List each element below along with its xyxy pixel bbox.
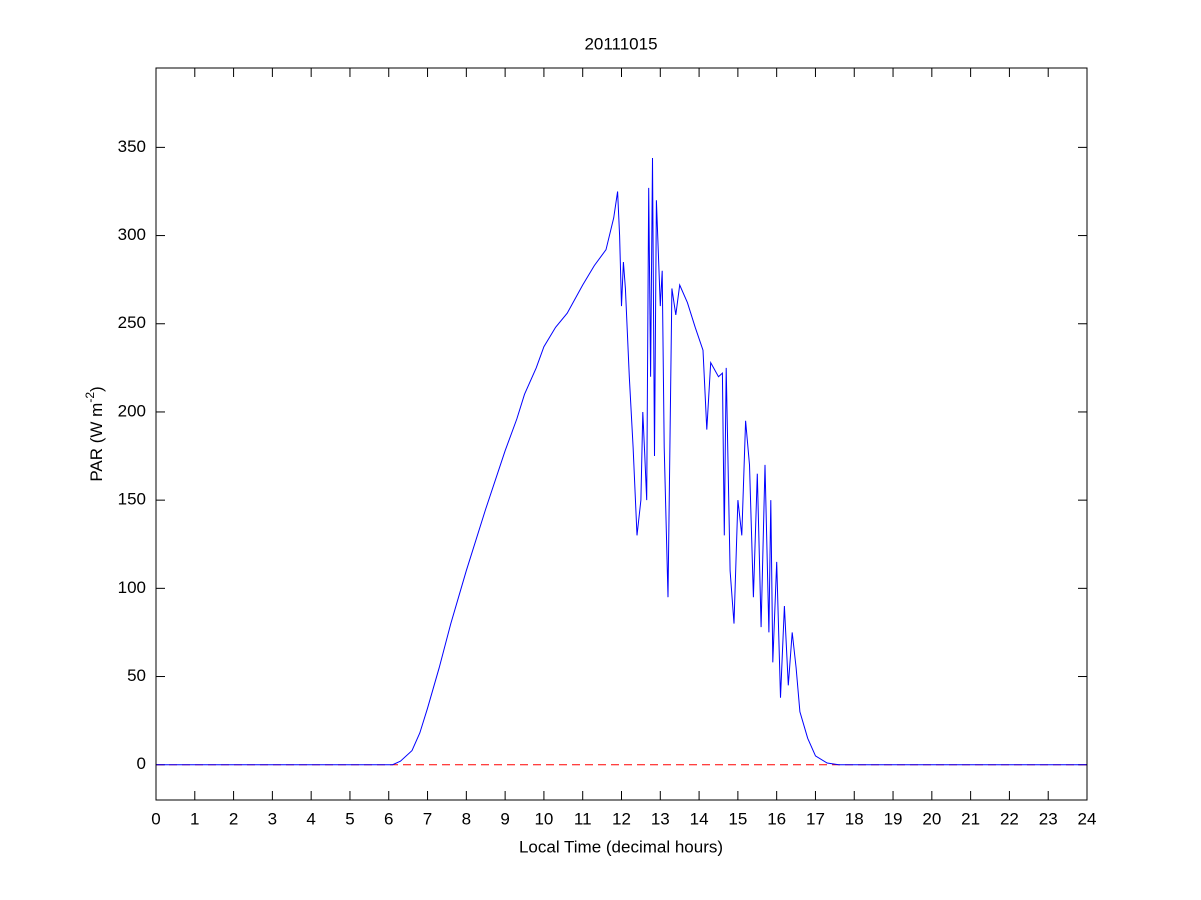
x-tick-label: 3: [268, 809, 277, 828]
plot-frame: [155, 67, 1088, 801]
x-tick-label: 14: [690, 809, 709, 828]
x-tick-label: 21: [961, 809, 980, 828]
y-tick-label: 250: [118, 313, 146, 332]
data-line: [156, 157, 1087, 766]
x-tick-label: 20: [922, 809, 941, 828]
y-tick-label: 300: [118, 225, 146, 244]
x-tick-label: 19: [884, 809, 903, 828]
x-tick-label: 10: [534, 809, 553, 828]
x-tick-label: 24: [1078, 809, 1097, 828]
y-tick-label: 100: [118, 578, 146, 597]
x-tick-label: 18: [845, 809, 864, 828]
x-tick-label: 0: [151, 809, 160, 828]
y-tick-label: 50: [127, 666, 146, 685]
x-tick-label: 17: [806, 809, 825, 828]
x-tick-label: 23: [1039, 809, 1058, 828]
y-tick-label: 350: [118, 137, 146, 156]
x-tick-label: 8: [462, 809, 471, 828]
y-axis-label: PAR (W m-2): [83, 386, 106, 481]
x-tick-label: 15: [728, 809, 747, 828]
x-tick-label: 9: [500, 809, 509, 828]
y-tick-label: 200: [118, 401, 146, 420]
y-label-sup: -2: [83, 392, 97, 403]
x-tick-label: 2: [229, 809, 238, 828]
x-tick-label: 6: [384, 809, 393, 828]
x-axis-label: Local Time (decimal hours): [519, 837, 723, 856]
x-tick-label: 1: [190, 809, 199, 828]
y-tick-label: 0: [137, 754, 146, 773]
x-tick-label: 11: [574, 809, 592, 828]
y-tick-label: 150: [118, 490, 146, 509]
x-tick-label: 13: [651, 809, 670, 828]
chart-title: 20111015: [584, 34, 657, 53]
x-tick-label: 16: [767, 809, 786, 828]
x-tick-label: 4: [306, 809, 315, 828]
x-tick-label: 7: [423, 809, 432, 828]
x-tick-label: 22: [1000, 809, 1019, 828]
x-tick-label: 5: [345, 809, 354, 828]
y-label-main: PAR (W m: [87, 403, 106, 482]
x-tick-label: 12: [612, 809, 631, 828]
y-label-tail: ): [87, 386, 106, 392]
